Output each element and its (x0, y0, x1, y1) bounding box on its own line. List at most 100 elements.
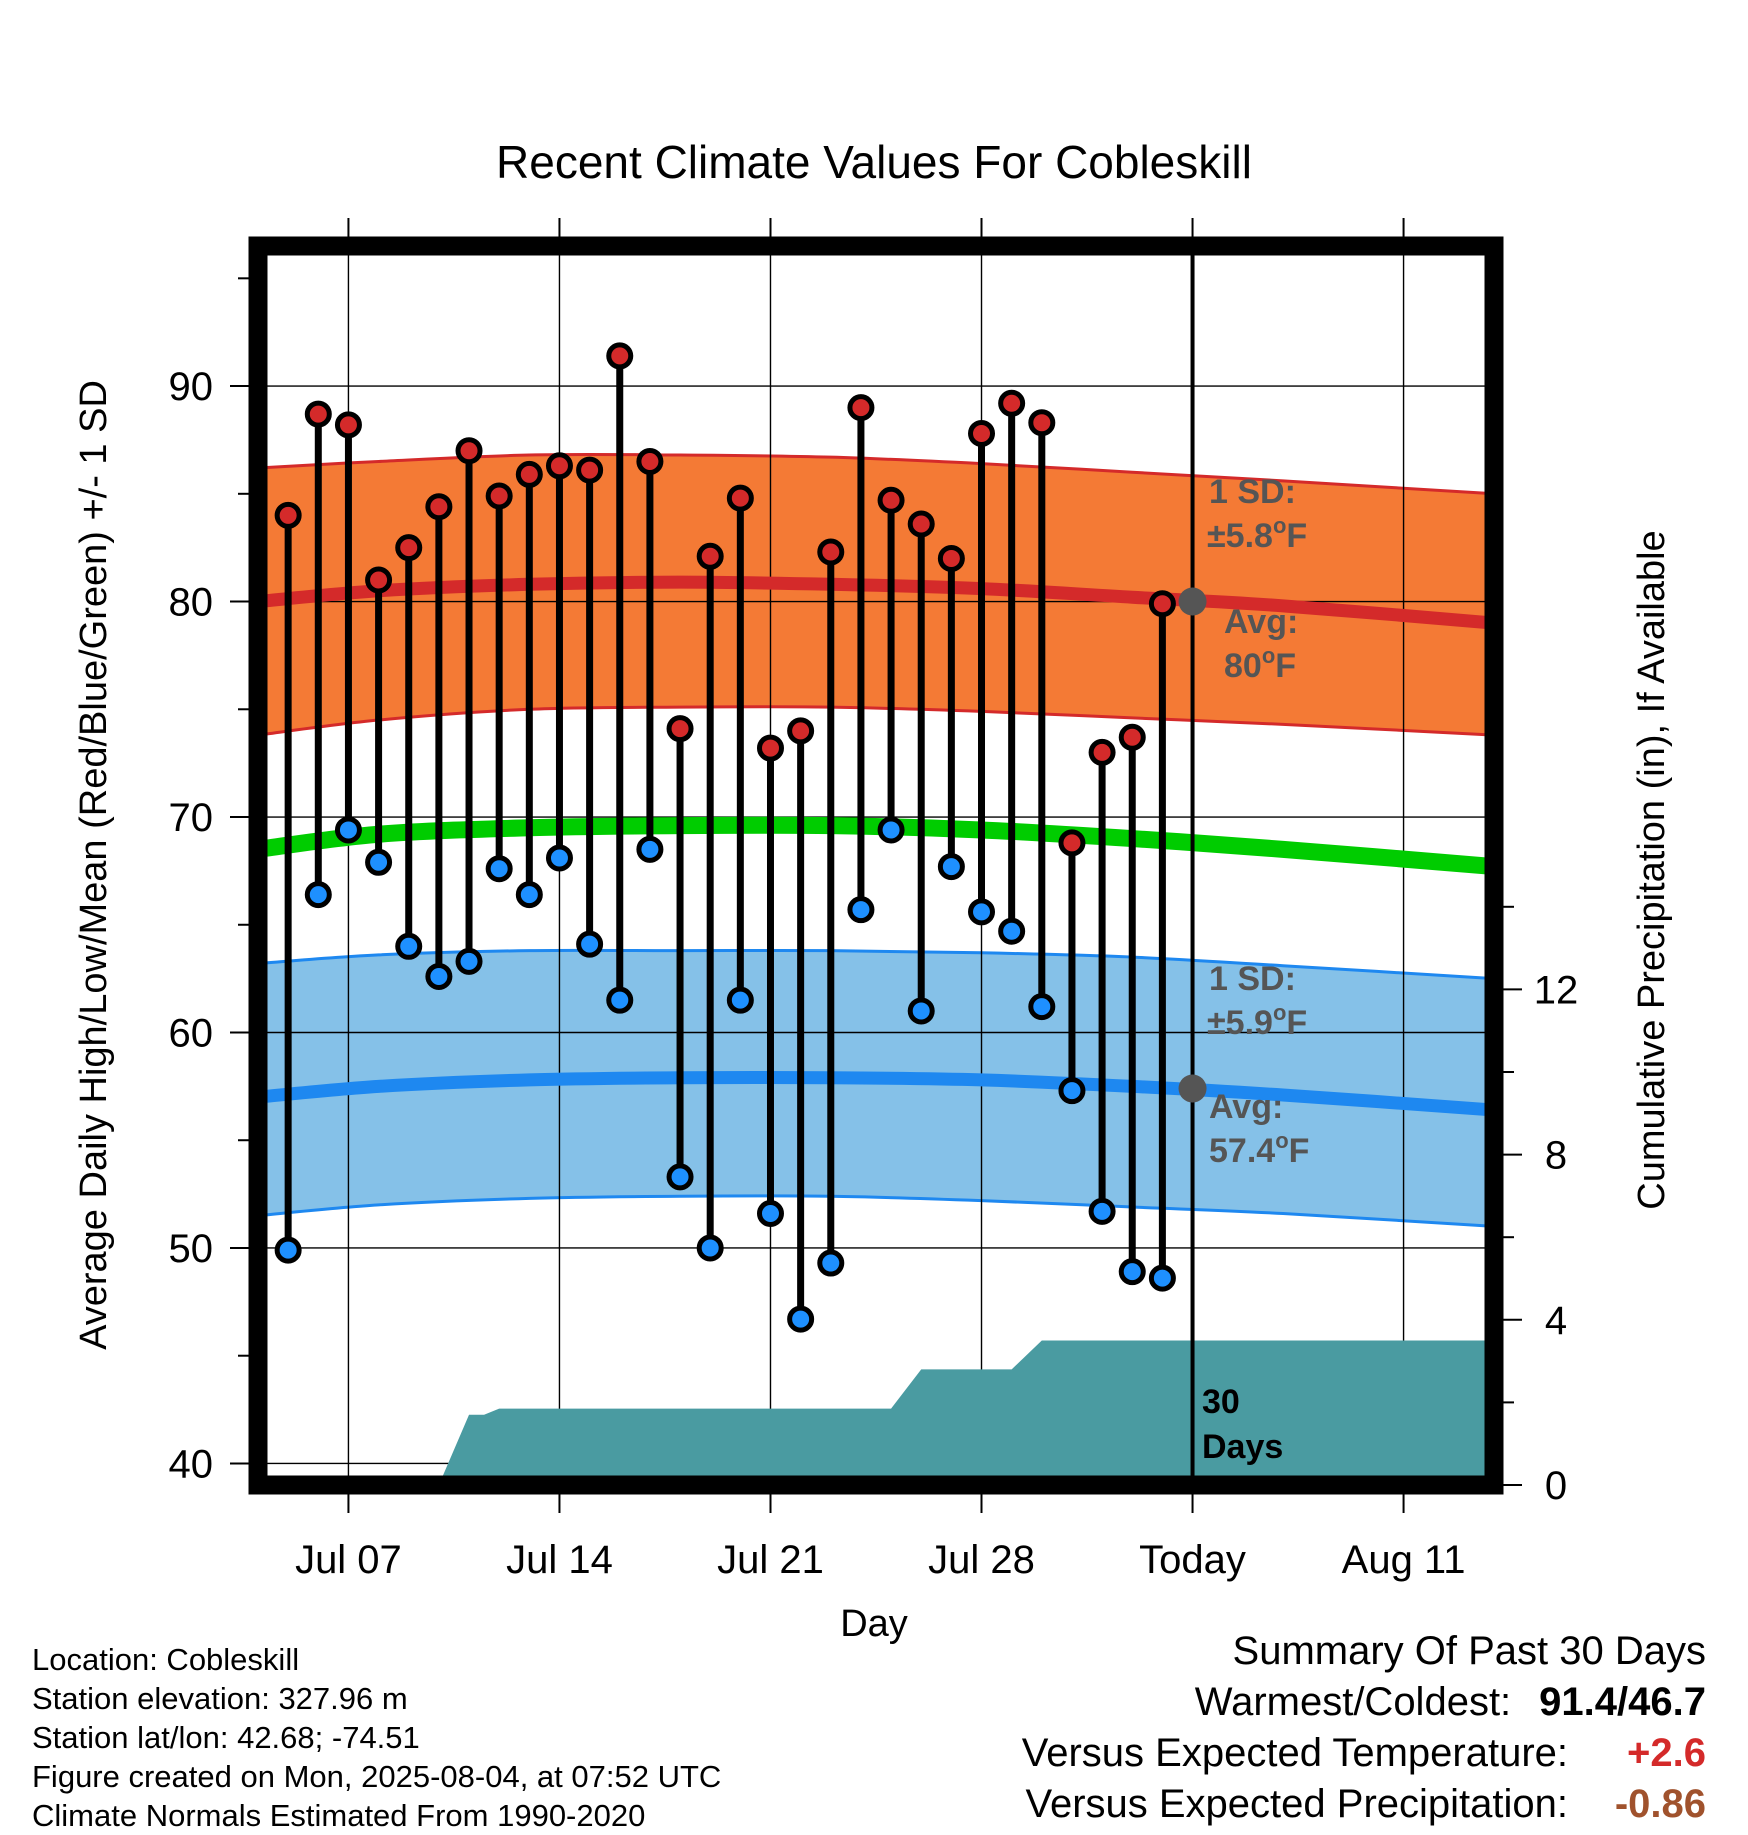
y-axis-label: Average Daily High/Low/Mean (Red/Blue/Gr… (73, 380, 115, 1350)
daily-low-point (395, 932, 423, 960)
high-sd-label: 1 SD: (1209, 473, 1296, 511)
daily-low-point (636, 835, 664, 863)
daily-low-point (334, 816, 362, 844)
figure-created: Figure created on Mon, 2025-08-04, at 07… (32, 1759, 722, 1794)
station-elevation: Station elevation: 327.96 m (32, 1681, 408, 1716)
low-sd-upper-edge (257, 948, 1495, 981)
daily-high-point (636, 447, 664, 475)
low-sd-value-degree: o (1273, 1000, 1286, 1025)
warmest-label: Warmest/Coldest: (1194, 1680, 1512, 1724)
summary-warmest-row: Warmest/Coldest: 91.4/46.7 (1022, 1677, 1706, 1728)
daily-low-point (545, 844, 573, 872)
summary-title: Summary Of Past 30 Days (1232, 1629, 1706, 1673)
daily-low-point (817, 1249, 845, 1277)
low-sd-value-value: ±5.9 (1207, 1004, 1273, 1042)
daily-high-point (304, 400, 332, 428)
high-avg-value: 80oF (1224, 643, 1296, 685)
high-avg-value-unit: F (1275, 647, 1296, 685)
low-sd-band (258, 950, 1494, 1227)
daily-high-point (576, 456, 604, 484)
summary-panel: Summary Of Past 30 Days Warmest/Coldest:… (1022, 1626, 1706, 1830)
daily-low-point (606, 986, 634, 1014)
daily-high-point (515, 460, 543, 488)
high-avg-value-degree: o (1262, 643, 1275, 668)
low-avg-value: 57.4oF (1209, 1128, 1309, 1170)
high-sd-value: ±5.8oF (1207, 513, 1307, 555)
period-days-number: 30 (1202, 1383, 1240, 1421)
daily-low-point (877, 816, 905, 844)
daily-high-point (787, 717, 815, 745)
x-tick-label: Aug 11 (1342, 1538, 1466, 1582)
low-avg-label: Avg: (1209, 1088, 1283, 1126)
temp-label: Versus Expected Temperature: (1021, 1731, 1568, 1775)
high-sd-value-value: ±5.8 (1207, 517, 1273, 555)
daily-low-point (666, 1163, 694, 1191)
daily-low-point (998, 917, 1026, 945)
daily-low-point (1088, 1197, 1116, 1225)
daily-low-point (455, 947, 483, 975)
daily-low-point (576, 930, 604, 958)
daily-low-point (937, 853, 965, 881)
daily-high-point (334, 411, 362, 439)
period-days-number-value: 30 (1202, 1383, 1240, 1421)
high-sd-upper-edge (257, 452, 1495, 496)
x-tick-label: Today (1139, 1538, 1246, 1582)
daily-high-point (455, 437, 483, 465)
daily-high-point (756, 734, 784, 762)
low-avg-label-value: Avg: (1209, 1088, 1283, 1126)
cumulative-precip-area (438, 1340, 1494, 1485)
y-tick-label: 40 (169, 1442, 214, 1486)
daily-high-point (847, 394, 875, 422)
daily-low-point (847, 896, 875, 924)
high-avg-label-value: Avg: (1224, 603, 1298, 641)
x-tick-label: Jul 07 (295, 1538, 402, 1582)
daily-low-point (515, 881, 543, 909)
precip-layer (438, 1340, 1494, 1485)
period-days-word-value: Days (1202, 1428, 1283, 1466)
daily-high-point (817, 538, 845, 566)
daily-low-point (1148, 1264, 1176, 1292)
daily-low-point (304, 881, 332, 909)
daily-high-point (1088, 738, 1116, 766)
summary-temp-row: Versus Expected Temperature: +2.6 (1022, 1728, 1706, 1779)
daily-high-point (545, 452, 573, 480)
y-tick-label: 60 (169, 1011, 214, 1055)
low-avg-value-unit: F (1289, 1132, 1310, 1170)
daily-high-point (998, 389, 1026, 417)
x-tick-label: Jul 21 (717, 1538, 824, 1582)
y2-tick-label: 12 (1534, 968, 1579, 1012)
daily-low-point (756, 1199, 784, 1227)
low-avg-value-value: 57.4 (1209, 1132, 1275, 1170)
precip-label: Versus Expected Precipitation: (1025, 1782, 1568, 1826)
daily-low-point (968, 898, 996, 926)
high-sd-value-degree: o (1273, 513, 1286, 538)
y2-axis-label: Cumulative Precipitation (in), If Availa… (1631, 530, 1673, 1209)
high-avg-value-value: 80 (1224, 647, 1262, 685)
daily-high-point (877, 486, 905, 514)
x-axis-label: Day (840, 1603, 908, 1645)
axes-layer: 40 50 60 70 80 90 0 4 8 12 Jul 07 Jul 14 Jul 21 Jul 2… (169, 218, 1579, 1582)
low-sd-value-unit: F (1286, 1004, 1307, 1042)
low-normal-line (257, 1070, 1495, 1117)
y-tick-label: 90 (169, 365, 214, 409)
summary-precip-row: Versus Expected Precipitation: -0.86 (1022, 1779, 1706, 1830)
daily-low-point (1028, 993, 1056, 1021)
today-layer (1178, 246, 1207, 1485)
today-high-normal-dot (1178, 587, 1207, 616)
daily-high-point (274, 501, 302, 529)
climate-normals-note: Climate Normals Estimated From 1990-2020 (32, 1798, 646, 1833)
daily-low-point (1058, 1077, 1086, 1105)
daily-high-point (907, 510, 935, 538)
daily-high-point (1148, 590, 1176, 618)
daily-low-point (726, 986, 754, 1014)
daily-high-point (1058, 829, 1086, 857)
x-tick-label: Jul 28 (928, 1538, 1035, 1582)
y-tick-label: 80 (169, 581, 214, 625)
precip-value: -0.86 (1614, 1782, 1706, 1826)
daily-high-point (425, 493, 453, 521)
temp-value: +2.6 (1627, 1731, 1706, 1775)
y2-tick-label: 4 (1545, 1299, 1567, 1343)
daily-low-point (365, 848, 393, 876)
high-sd-label-value: 1 SD: (1209, 473, 1296, 511)
daily-range-layer (274, 342, 1176, 1333)
